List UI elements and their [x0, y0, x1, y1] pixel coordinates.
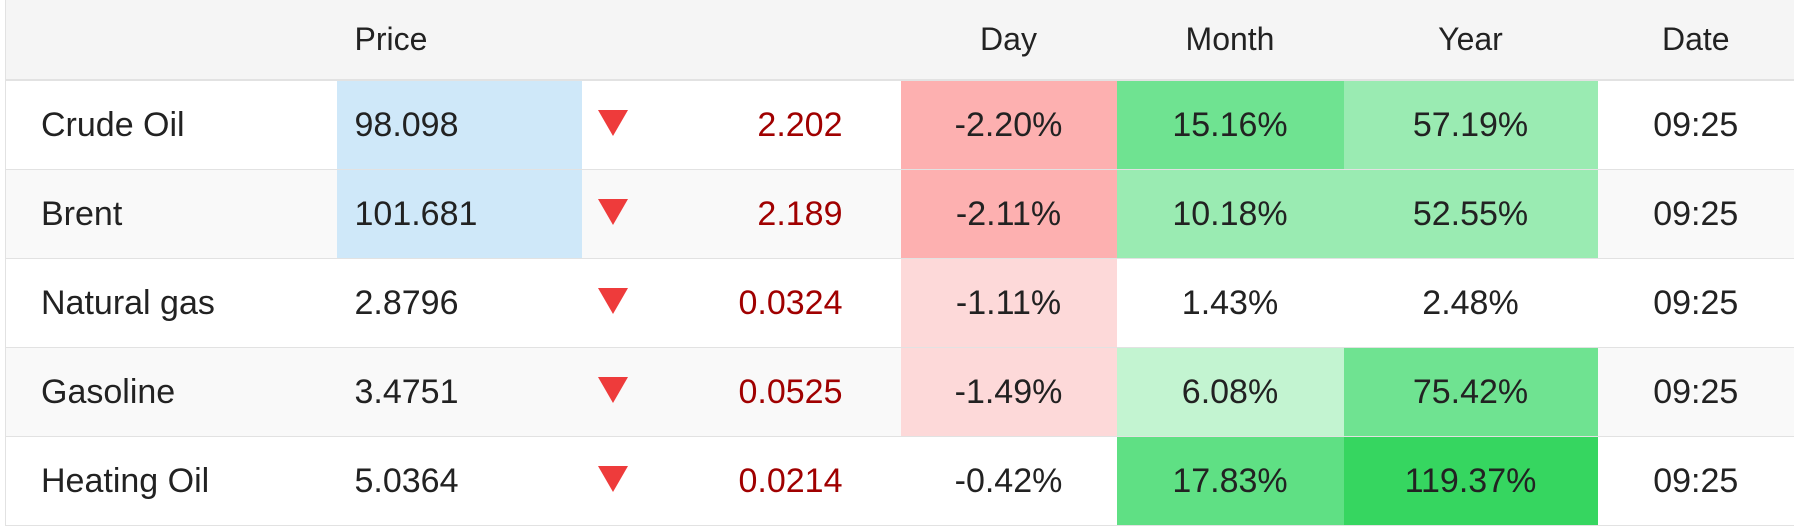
down-arrow-cell — [582, 437, 652, 526]
price: 2.8796 — [337, 259, 582, 348]
price: 101.681 — [337, 170, 582, 259]
year-change: 52.55% — [1344, 170, 1598, 259]
change: 2.189 — [652, 170, 901, 259]
year-change: 57.19% — [1344, 80, 1598, 170]
change: 0.0525 — [652, 348, 901, 437]
name: Heating Oil — [6, 437, 337, 526]
down-arrow-cell — [582, 80, 652, 170]
down-arrow — [598, 375, 628, 403]
day-change: -2.20% — [901, 80, 1117, 170]
header-cell — [582, 0, 652, 80]
header-cell — [652, 0, 901, 80]
month-change: 1.43% — [1117, 259, 1344, 348]
date: 09:25 — [1598, 170, 1794, 259]
day-change: -2.11% — [901, 170, 1117, 259]
down-arrow-cell — [582, 259, 652, 348]
name: Brent — [6, 170, 337, 259]
down-arrow — [598, 286, 628, 314]
year-change: 119.37% — [1344, 437, 1598, 526]
header-date: Date — [1598, 0, 1794, 80]
change: 0.0214 — [652, 437, 901, 526]
year-change: 75.42% — [1344, 348, 1598, 437]
name: Natural gas — [6, 259, 337, 348]
header-cell — [6, 0, 337, 80]
price: 3.4751 — [337, 348, 582, 437]
change: 0.0324 — [652, 259, 901, 348]
header-year: Year — [1344, 0, 1598, 80]
month-change: 6.08% — [1117, 348, 1344, 437]
date: 09:25 — [1598, 259, 1794, 348]
year-change: 2.48% — [1344, 259, 1598, 348]
day-change: -1.11% — [901, 259, 1117, 348]
day-change: -0.42% — [901, 437, 1117, 526]
change: 2.202 — [652, 80, 901, 170]
down-arrow — [598, 197, 628, 225]
day-change: -1.49% — [901, 348, 1117, 437]
down-arrow — [598, 464, 628, 492]
month-change: 10.18% — [1117, 170, 1344, 259]
month-change: 17.83% — [1117, 437, 1344, 526]
month-change: 15.16% — [1117, 80, 1344, 170]
header-price: Price — [337, 0, 582, 80]
header-month: Month — [1117, 0, 1344, 80]
down-arrow-cell — [582, 348, 652, 437]
date: 09:25 — [1598, 80, 1794, 170]
name: Gasoline — [6, 348, 337, 437]
date: 09:25 — [1598, 437, 1794, 526]
price: 98.098 — [337, 80, 582, 170]
date: 09:25 — [1598, 348, 1794, 437]
name: Crude Oil — [6, 80, 337, 170]
header-day: Day — [901, 0, 1117, 80]
price: 5.0364 — [337, 437, 582, 526]
header-row: Price Day Month Year Date — [6, 0, 1794, 80]
down-arrow-cell — [582, 170, 652, 259]
down-arrow — [598, 108, 628, 136]
